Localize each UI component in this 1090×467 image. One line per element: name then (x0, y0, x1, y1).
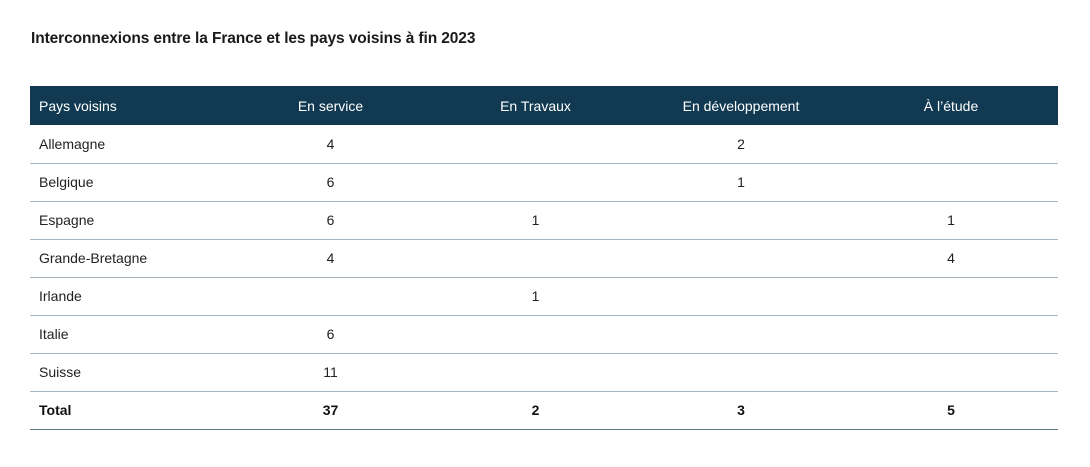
column-header-en-developpement: En développement (682, 97, 800, 114)
a-l-etude-cell (844, 125, 1058, 163)
table-row: Espagne 6 1 1 (30, 201, 1058, 239)
total-row: Total 37 2 3 5 (30, 391, 1058, 429)
a-l-etude-cell (844, 163, 1058, 201)
column-header-en-service: En service (297, 97, 364, 114)
column-header-en-travaux: En Travaux (500, 97, 571, 114)
a-l-etude-cell (844, 277, 1058, 315)
total-en-travaux-cell: 2 (531, 402, 540, 418)
country-cell: Irlande (39, 288, 82, 304)
total-label-cell: Total (39, 402, 72, 418)
total-en-developpement-cell: 3 (737, 402, 745, 418)
country-cell: Espagne (39, 212, 95, 228)
en-service-cell: 4 (326, 135, 335, 152)
a-l-etude-cell (844, 353, 1058, 391)
country-cell: Grande-Bretagne (39, 250, 148, 266)
en-developpement-cell: 1 (737, 174, 745, 190)
total-en-service-cell: 37 (322, 402, 339, 418)
table-row: Suisse 11 (30, 353, 1058, 391)
country-cell: Allemagne (39, 135, 106, 152)
en-service-cell: 6 (326, 326, 335, 342)
country-cell: Suisse (39, 364, 82, 380)
en-travaux-cell (433, 239, 638, 277)
en-travaux-cell (433, 125, 638, 163)
column-header-a-l-etude: À l’étude (923, 97, 979, 114)
en-travaux-cell: 1 (531, 288, 540, 304)
en-developpement-cell (638, 201, 844, 239)
en-service-cell: 4 (326, 250, 335, 266)
interconnections-table: Pays voisins En service En Travaux En dé… (30, 86, 1058, 430)
table-row: Grande-Bretagne 4 4 (30, 239, 1058, 277)
total-a-l-etude-cell: 5 (947, 402, 955, 418)
table-row: Italie 6 (30, 315, 1058, 353)
en-travaux-cell (433, 163, 638, 201)
en-service-cell: 6 (326, 212, 335, 228)
en-developpement-cell: 2 (737, 135, 745, 152)
column-header-pays-voisins: Pays voisins (39, 97, 117, 114)
table-title: Interconnexions entre la France et les p… (31, 30, 476, 47)
en-service-cell (228, 277, 433, 315)
table-header-row: Pays voisins En service En Travaux En dé… (30, 86, 1058, 125)
table-row: Allemagne 4 2 (30, 125, 1058, 163)
en-service-cell: 11 (323, 364, 338, 380)
en-developpement-cell (638, 239, 844, 277)
en-travaux-cell (433, 315, 638, 353)
en-travaux-cell: 1 (531, 212, 540, 228)
country-cell: Italie (39, 326, 69, 342)
a-l-etude-cell: 4 (947, 250, 955, 266)
en-developpement-cell (638, 277, 844, 315)
country-cell: Belgique (39, 174, 94, 190)
en-travaux-cell (433, 353, 638, 391)
en-service-cell: 6 (326, 174, 335, 190)
table-row: Irlande 1 (30, 277, 1058, 315)
en-developpement-cell (638, 353, 844, 391)
a-l-etude-cell: 1 (947, 212, 955, 228)
en-developpement-cell (638, 315, 844, 353)
table-row: Belgique 6 1 (30, 163, 1058, 201)
a-l-etude-cell (844, 315, 1058, 353)
